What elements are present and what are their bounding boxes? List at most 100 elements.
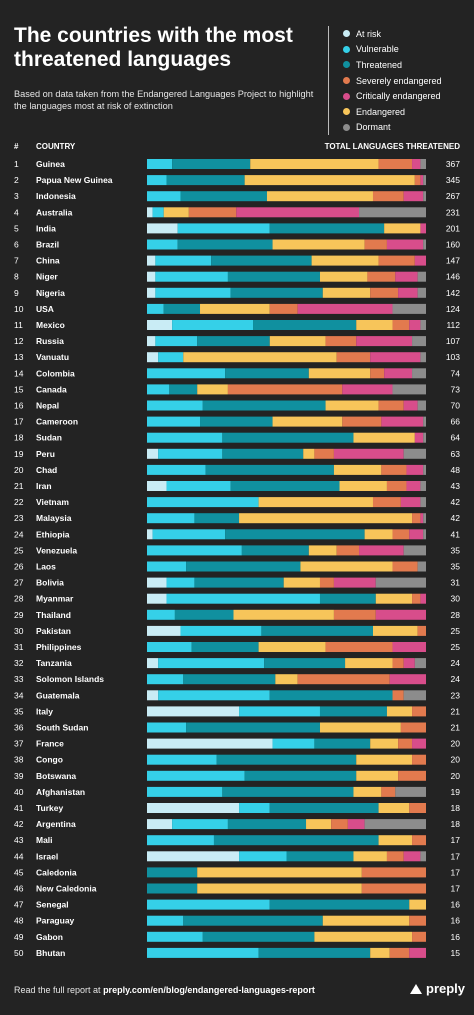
bar-segment xyxy=(342,416,382,427)
bar-segment xyxy=(325,642,393,652)
bar-segment xyxy=(188,207,237,218)
bar-segment xyxy=(147,464,206,475)
bar-segment xyxy=(297,674,390,685)
bar-segment xyxy=(147,481,167,491)
bar-segment xyxy=(183,674,276,685)
report-link[interactable]: preply.com/en/blog/endangered-languages-… xyxy=(103,985,315,995)
bar-segment xyxy=(269,899,410,910)
bar-segment xyxy=(152,529,226,540)
row-rank: 37 xyxy=(14,739,24,749)
bar-segment xyxy=(319,706,387,717)
row-total: 16 xyxy=(451,916,461,926)
bar-segment xyxy=(222,432,354,443)
row-rank: 48 xyxy=(14,916,24,926)
row-country: New Caledonia xyxy=(36,884,97,894)
row-total: 43 xyxy=(451,481,461,491)
bar-segment xyxy=(147,175,167,186)
bar-segment xyxy=(155,255,212,266)
bar-segment xyxy=(303,448,315,459)
bar-segment xyxy=(353,432,415,443)
bar-segment xyxy=(205,464,334,475)
bar-segment xyxy=(325,400,379,411)
row-total: 31 xyxy=(451,578,461,588)
bar-segment xyxy=(202,400,326,411)
row-country: South Sudan xyxy=(36,723,88,733)
bar-segment xyxy=(230,481,340,491)
bar-segment xyxy=(194,513,240,524)
bar-segment xyxy=(266,191,373,202)
row-country: Turkey xyxy=(36,803,64,813)
bar-segment xyxy=(308,368,371,379)
bar-segment xyxy=(412,835,426,846)
row-country: Russia xyxy=(36,336,64,346)
bar-segment xyxy=(353,851,387,862)
row-rank: 36 xyxy=(14,723,24,733)
bar-segment xyxy=(403,851,421,862)
legend-label: Dormant xyxy=(356,122,391,133)
row-total: 17 xyxy=(451,851,461,861)
bar-segment xyxy=(197,336,270,347)
bar-segment xyxy=(406,464,424,475)
legend-swatch xyxy=(343,61,350,69)
row-country: China xyxy=(36,256,60,266)
bar-segment xyxy=(356,770,399,781)
bar-segment xyxy=(258,497,373,508)
row-country: Colombia xyxy=(36,368,75,378)
bar-segment xyxy=(378,835,413,846)
row-total: 35 xyxy=(451,562,461,572)
bar-segment xyxy=(222,786,354,797)
bar-segment xyxy=(213,835,379,846)
bar-segment xyxy=(258,947,371,958)
row-country: Iran xyxy=(36,481,52,491)
row-rank: 1 xyxy=(14,159,19,169)
row-country: Sudan xyxy=(36,433,62,443)
bar-segment xyxy=(381,464,407,475)
row-rank: 13 xyxy=(14,352,24,362)
row-rank: 22 xyxy=(14,497,24,507)
row-rank: 2 xyxy=(14,175,19,185)
row-rank: 4 xyxy=(14,207,19,217)
row-rank: 31 xyxy=(14,642,24,652)
bar-segment xyxy=(364,529,393,540)
bar-segment xyxy=(264,658,346,669)
bar-segment xyxy=(409,529,424,540)
row-country: Vietnam xyxy=(36,497,69,507)
bar-segment xyxy=(239,851,287,862)
bar-segment xyxy=(174,609,234,620)
bar-segment xyxy=(202,931,315,942)
row-rank: 33 xyxy=(14,674,24,684)
bar-segment xyxy=(409,320,421,330)
bar-segment xyxy=(319,577,334,588)
bar-segment xyxy=(361,867,426,878)
row-rank: 3 xyxy=(14,191,19,201)
row-total: 20 xyxy=(451,771,461,781)
bar-segment xyxy=(147,786,223,797)
bar-segment xyxy=(420,593,426,604)
legend-swatch xyxy=(343,30,350,38)
bar-segment xyxy=(227,271,320,282)
bar-segment xyxy=(423,464,426,475)
row-total: 17 xyxy=(451,835,461,845)
row-country: Guinea xyxy=(36,159,65,169)
bar-segment xyxy=(392,303,426,314)
row-total: 231 xyxy=(446,207,460,217)
row-total: 20 xyxy=(451,755,461,765)
bar-segment xyxy=(423,529,426,540)
bar-segment xyxy=(336,545,360,556)
bar-segment xyxy=(147,883,198,894)
bar-segment xyxy=(386,706,413,717)
bar-segment xyxy=(147,674,184,685)
bar-segment xyxy=(147,271,156,282)
bar-segment xyxy=(356,754,413,765)
bar-segment xyxy=(147,513,195,524)
bar-segment xyxy=(286,851,354,862)
bar-segment xyxy=(403,400,418,411)
bar-segment xyxy=(409,915,426,926)
row-rank: 35 xyxy=(14,706,24,716)
bar-segment xyxy=(392,529,410,540)
row-total: 41 xyxy=(451,529,461,539)
row-total: 48 xyxy=(451,465,461,475)
bar-segment xyxy=(412,368,426,379)
bar-segment xyxy=(325,336,357,347)
row-country: Thailand xyxy=(36,610,71,620)
